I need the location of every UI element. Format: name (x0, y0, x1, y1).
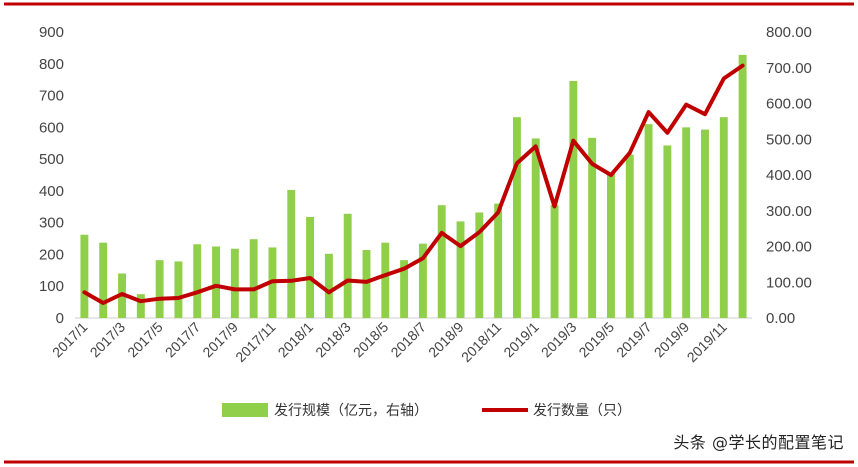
right-tick-label: 500.00 (766, 131, 812, 148)
bar (249, 239, 258, 318)
bar (418, 243, 427, 318)
left-tick-label: 600 (39, 119, 64, 136)
bar (400, 260, 409, 318)
legend-bar-swatch (222, 403, 268, 417)
bar-series (80, 54, 747, 319)
x-tick-label: 2019/11 (684, 319, 731, 366)
left-tick-label: 300 (39, 215, 64, 232)
bar (343, 213, 352, 318)
bar (663, 145, 672, 318)
x-tick-label: 2017/11 (232, 319, 279, 366)
bar (494, 203, 503, 318)
right-tick-label: 300.00 (766, 203, 812, 220)
right-tick-label: 400.00 (766, 167, 812, 184)
x-tick-label: 2019/3 (538, 319, 580, 361)
right-tick-label: 100.00 (766, 274, 812, 291)
right-tick-label: 700.00 (766, 60, 812, 77)
bar (456, 221, 465, 318)
bar (531, 138, 540, 318)
bar (174, 261, 183, 318)
bar (362, 249, 371, 318)
left-tick-label: 500 (39, 151, 64, 168)
x-tick-label: 2018/3 (312, 319, 354, 361)
bar (607, 172, 615, 318)
x-axis-ticks: 2017/12017/32017/52017/72017/92017/11201… (49, 319, 730, 366)
x-tick-label: 2017/3 (87, 319, 129, 361)
left-tick-label: 200 (39, 246, 64, 263)
bar (193, 244, 202, 318)
bar (155, 260, 164, 318)
bar (324, 253, 333, 318)
bar (136, 294, 145, 318)
right-tick-label: 200.00 (766, 239, 812, 256)
bar (212, 246, 220, 318)
bar (475, 212, 484, 318)
x-tick-label: 2019/1 (500, 319, 542, 361)
right-tick-label: 800.00 (766, 24, 812, 41)
bar (230, 248, 239, 318)
left-tick-label: 900 (39, 24, 64, 41)
bar (644, 124, 653, 319)
x-tick-label: 2018/1 (275, 319, 317, 361)
bar (550, 204, 559, 318)
bar (99, 242, 108, 318)
x-tick-label: 2019/5 (575, 319, 617, 361)
bar (80, 234, 89, 318)
legend-line-label: 发行数量（只） (533, 403, 631, 419)
right-tick-label: 0.00 (766, 310, 795, 327)
x-tick-label: 2019/7 (613, 319, 655, 361)
line-series (82, 63, 745, 305)
right-tick-label: 600.00 (766, 96, 812, 113)
watermark: 头条 @学长的配置笔记 (673, 433, 844, 452)
x-tick-label: 2018/11 (458, 319, 505, 366)
x-tick-label: 2017/7 (162, 319, 204, 361)
x-tick-label: 2018/7 (387, 319, 429, 361)
bar (701, 129, 709, 318)
legend: 发行规模（亿元，右轴） 发行数量（只） (222, 403, 631, 419)
left-axis-ticks: 0 100 200 300 400 500 600 700 800 900 (39, 24, 64, 327)
left-tick-label: 400 (39, 183, 64, 200)
left-tick-label: 700 (39, 88, 64, 105)
legend-bar-label: 发行规模（亿元，右轴） (274, 403, 428, 419)
bar (719, 117, 728, 318)
bar (306, 216, 315, 318)
x-tick-label: 2018/5 (350, 319, 392, 361)
right-axis-ticks: 0.00 100.00 200.00 300.00 400.00 500.00 600.00… (766, 24, 812, 327)
bar (588, 137, 597, 318)
bar (569, 80, 578, 318)
bar (287, 189, 296, 318)
bar (437, 205, 446, 318)
bar (625, 154, 634, 318)
left-tick-label: 100 (39, 278, 64, 295)
bar (738, 54, 747, 318)
left-tick-label: 0 (56, 310, 64, 327)
left-tick-label: 800 (39, 56, 64, 73)
bar (512, 117, 521, 318)
bar (381, 242, 390, 318)
bar (682, 127, 691, 318)
x-tick-label: 2017/5 (124, 319, 166, 361)
